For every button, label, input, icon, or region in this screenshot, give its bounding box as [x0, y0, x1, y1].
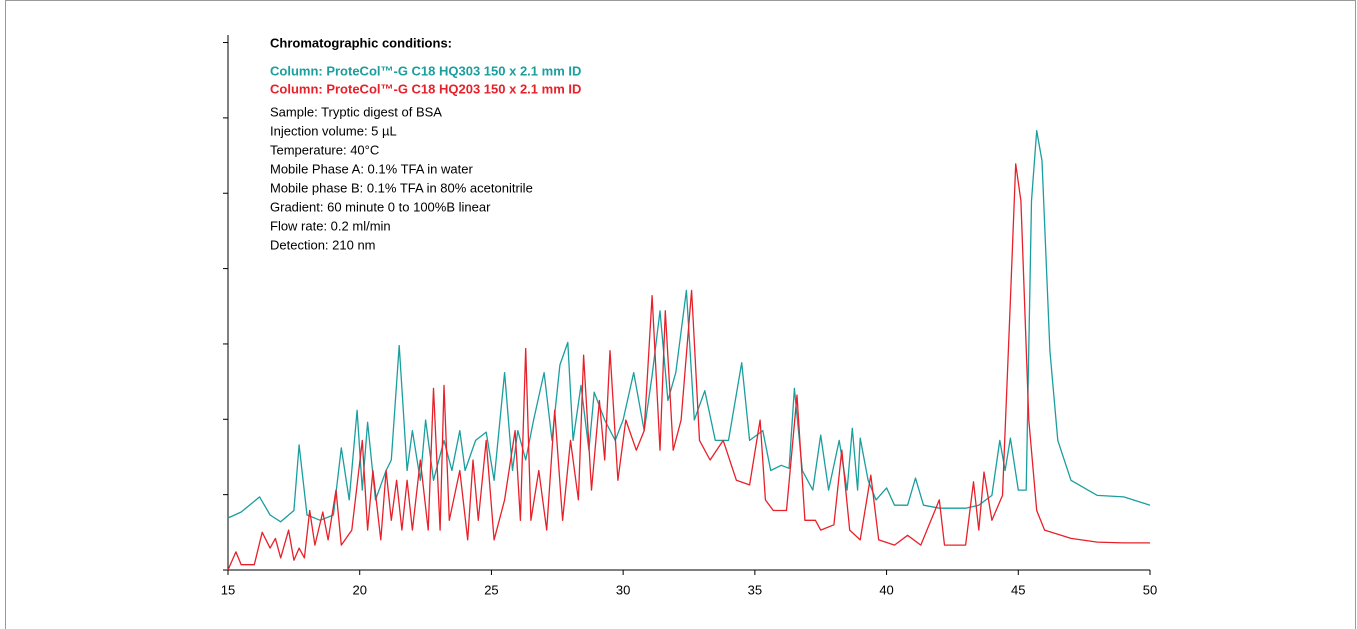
annotation: Injection volume: 5 µL — [270, 123, 397, 138]
frame — [5, 0, 1356, 629]
annotation: Mobile Phase A: 0.1% TFA in water — [270, 161, 473, 176]
x-tick-label: 35 — [748, 582, 762, 597]
x-tick-label: 45 — [1011, 582, 1025, 597]
x-tick-label: 30 — [616, 582, 630, 597]
x-tick-label: 50 — [1143, 582, 1157, 597]
annotation: Sample: Tryptic digest of BSA — [270, 104, 442, 119]
x-tick-label: 15 — [221, 582, 235, 597]
annotation: Temperature: 40°C — [270, 142, 379, 157]
x-tick-label: 40 — [879, 582, 893, 597]
annotation: Mobile phase B: 0.1% TFA in 80% acetonit… — [270, 180, 533, 195]
annotation: Gradient: 60 minute 0 to 100%B linear — [270, 199, 491, 214]
series-line — [227, 130, 1151, 523]
series-line — [227, 163, 1150, 571]
annotation: Detection: 210 nm — [270, 237, 376, 252]
legend-entry: Column: ProteCol™-G C18 HQ203 150 x 2.1 … — [270, 81, 581, 96]
legend-entry: Column: ProteCol™-G C18 HQ303 150 x 2.1 … — [270, 63, 581, 78]
annotation: Flow rate: 0.2 ml/min — [270, 218, 391, 233]
x-tick-label: 25 — [484, 582, 498, 597]
chart-title: Chromatographic conditions: — [270, 35, 452, 50]
x-tick-label: 20 — [352, 582, 366, 597]
